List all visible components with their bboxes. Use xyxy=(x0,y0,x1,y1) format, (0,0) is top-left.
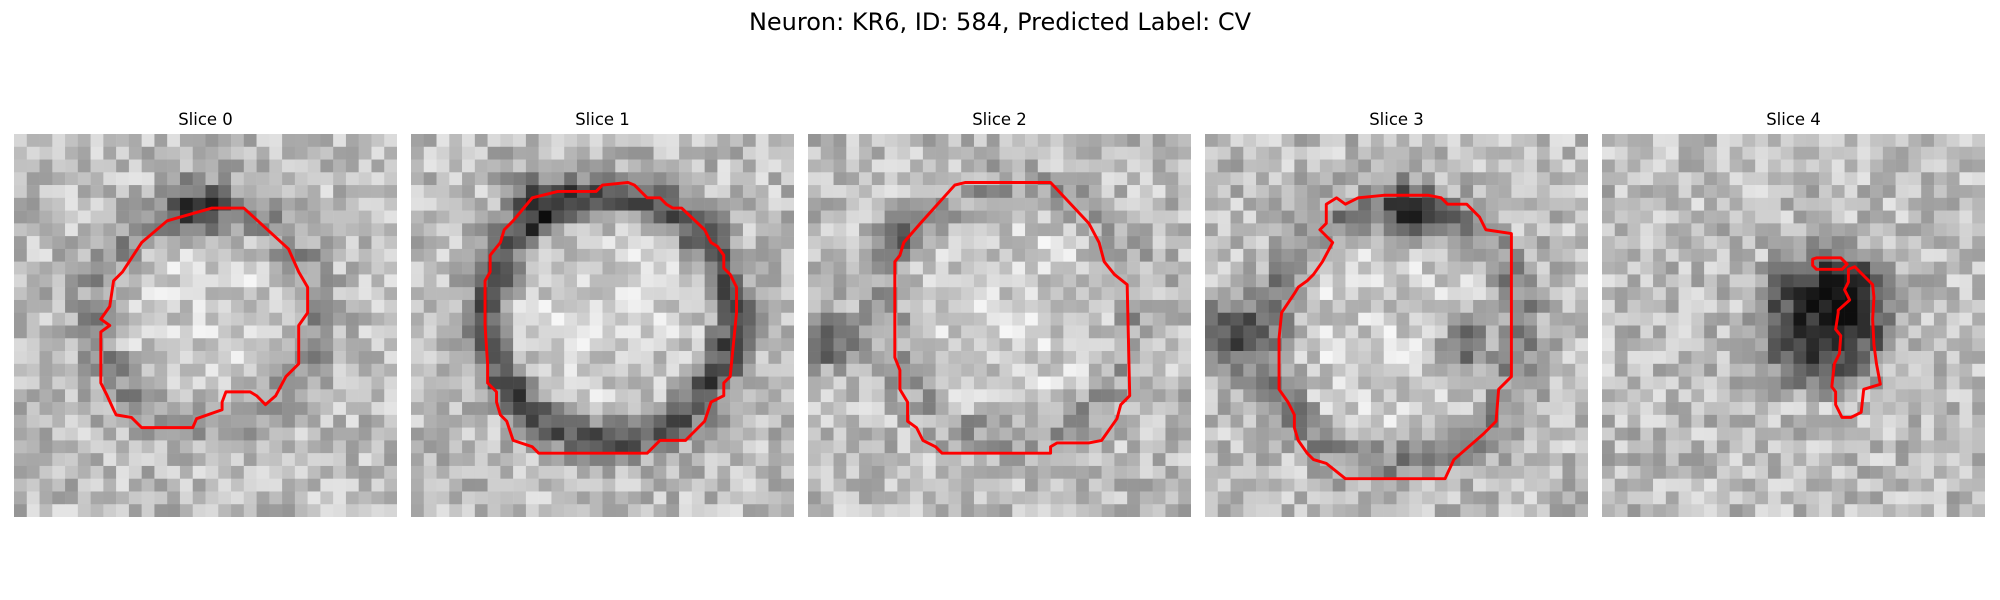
segmentation-outline xyxy=(893,181,1132,455)
slice-panel-2: Slice 2 xyxy=(808,108,1191,517)
slice-image xyxy=(1602,134,1985,517)
segmentation-outline xyxy=(1277,193,1513,481)
slice-image xyxy=(1205,134,1588,517)
segmentation-outline xyxy=(99,206,310,430)
slice-title: Slice 4 xyxy=(1766,110,1821,129)
slice-image xyxy=(411,134,794,517)
slice-panel-0: Slice 0 xyxy=(14,108,397,517)
slice-panel-3: Slice 3 xyxy=(1205,108,1588,517)
segmentation-outline xyxy=(483,181,739,455)
slice-title: Slice 2 xyxy=(972,110,1027,129)
slice-image xyxy=(808,134,1191,517)
slice-image xyxy=(14,134,397,517)
slice-panel-1: Slice 1 xyxy=(411,108,794,517)
slice-title: Slice 0 xyxy=(178,110,233,129)
slice-title: Slice 3 xyxy=(1369,110,1424,129)
segmentation-outline-small xyxy=(1811,256,1849,271)
slice-title: Slice 1 xyxy=(575,110,630,129)
segmentation-outline-large xyxy=(1830,265,1882,419)
slice-panel-4: Slice 4 xyxy=(1602,108,1985,517)
figure-title: Neuron: KR6, ID: 584, Predicted Label: C… xyxy=(748,8,1252,36)
